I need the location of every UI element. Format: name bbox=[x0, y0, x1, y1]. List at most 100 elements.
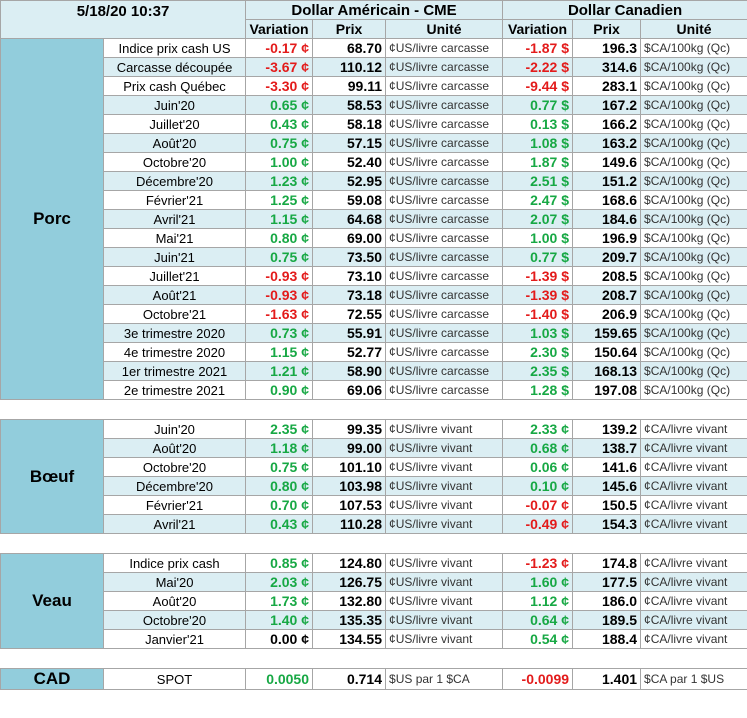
cell: 0.75 ¢ bbox=[245, 133, 314, 153]
data-row: Août'20 0.75 ¢ 57.15 ¢US/livre carcasse 1.08… bbox=[1, 133, 747, 153]
data-row: Juillet'21 -0.93 ¢ 73.10 ¢US/livre carcasse… bbox=[1, 266, 747, 286]
cell: ¢CA/livre vivant bbox=[640, 514, 747, 534]
usd-title: Dollar Américain - CME bbox=[245, 0, 504, 20]
section-label: Porc bbox=[0, 38, 104, 400]
cell: 73.50 bbox=[312, 247, 387, 267]
cell: 58.90 bbox=[312, 361, 387, 381]
header-row: Variation Prix Unité Variation Prix Unité bbox=[1, 19, 747, 39]
cell: ¢CA/livre vivant bbox=[640, 438, 747, 458]
cell: 1.15 ¢ bbox=[245, 342, 314, 362]
data-row: Veau Indice prix cash 0.85 ¢ 124.80 ¢US/livr… bbox=[0, 553, 747, 649]
row-label: Avril'21 bbox=[102, 209, 247, 229]
cell: ¢US/livre vivant bbox=[385, 591, 504, 611]
cell: 167.2 bbox=[572, 95, 642, 115]
cell: 69.06 bbox=[312, 380, 387, 400]
spacer-cell bbox=[0, 533, 747, 554]
data-row: Août'20 1.18 ¢ 99.00 ¢US/livre vivant 0.68 ¢… bbox=[1, 438, 747, 458]
cell: -1.23 ¢ bbox=[502, 553, 574, 573]
cell: 0.75 ¢ bbox=[245, 247, 314, 267]
cell: 2.35 $ bbox=[502, 361, 574, 381]
cell: 1.08 $ bbox=[502, 133, 574, 153]
cell: $CA/100kg (Qc) bbox=[640, 342, 747, 362]
data-row: Janvier'21 0.00 ¢ 134.55 ¢US/livre vivant 0.… bbox=[1, 629, 747, 649]
row-label: Juillet'20 bbox=[102, 114, 247, 134]
cell: $CA/100kg (Qc) bbox=[640, 285, 747, 305]
data-row: Décembre'20 0.80 ¢ 103.98 ¢US/livre vivant 0… bbox=[1, 476, 747, 496]
cell: 124.80 bbox=[312, 553, 387, 573]
spacer bbox=[0, 648, 747, 669]
cell: 196.9 bbox=[572, 228, 642, 248]
cell: 184.6 bbox=[572, 209, 642, 229]
cell: 149.6 bbox=[572, 152, 642, 172]
cell: 0.54 ¢ bbox=[502, 629, 574, 649]
cell: ¢US/livre carcasse bbox=[385, 133, 504, 153]
cell: ¢US/livre vivant bbox=[385, 572, 504, 592]
cell: 101.10 bbox=[312, 457, 387, 477]
cell: 99.00 bbox=[312, 438, 387, 458]
cell: 283.1 bbox=[572, 76, 642, 96]
cell: ¢US/livre carcasse bbox=[385, 38, 504, 58]
cell: $CA/100kg (Qc) bbox=[640, 228, 747, 248]
cell: $CA/100kg (Qc) bbox=[640, 190, 747, 210]
data-row: Avril'21 0.43 ¢ 110.28 ¢US/livre vivant -0.4… bbox=[1, 514, 747, 534]
price-table: 5/18/20 10:37 Dollar Américain - CME Dolla… bbox=[0, 0, 747, 690]
cell: 159.65 bbox=[572, 323, 642, 343]
row-label: Juin'20 bbox=[102, 419, 247, 439]
cell: 1.401 bbox=[572, 668, 642, 690]
cell: 110.28 bbox=[312, 514, 387, 534]
cell: $CA/100kg (Qc) bbox=[640, 152, 747, 172]
cell: $CA/100kg (Qc) bbox=[640, 380, 747, 400]
cell: 0.13 $ bbox=[502, 114, 574, 134]
cell: 110.12 bbox=[312, 57, 387, 77]
data-row: 4e trimestre 2020 1.15 ¢ 52.77 ¢US/livre ca… bbox=[1, 342, 747, 362]
spacer bbox=[0, 533, 747, 554]
cell: 0.80 ¢ bbox=[245, 228, 314, 248]
data-row: Août'21 -0.93 ¢ 73.18 ¢US/livre carcasse -1.… bbox=[1, 285, 747, 305]
cell: $CA/100kg (Qc) bbox=[640, 171, 747, 191]
cell: 2.07 $ bbox=[502, 209, 574, 229]
data-row: Février'21 0.70 ¢ 107.53 ¢US/livre vivant -0… bbox=[1, 495, 747, 515]
cell: 0.06 ¢ bbox=[502, 457, 574, 477]
row-label: Octobre'20 bbox=[102, 152, 247, 172]
cell: 68.70 bbox=[312, 38, 387, 58]
cell: 166.2 bbox=[572, 114, 642, 134]
cell: 0.90 ¢ bbox=[245, 380, 314, 400]
cell: -1.63 ¢ bbox=[245, 304, 314, 324]
cell: 1.18 ¢ bbox=[245, 438, 314, 458]
cell: 2.30 $ bbox=[502, 342, 574, 362]
cell: 1.25 ¢ bbox=[245, 190, 314, 210]
cell: 0.85 ¢ bbox=[245, 553, 314, 573]
header-row: 5/18/20 10:37 Dollar Américain - CME Dolla… bbox=[0, 0, 747, 39]
row-label: Août'21 bbox=[102, 285, 247, 305]
data-row: CAD SPOT 0.0050 0.714 $US par 1 $CA -0.0099 1.… bbox=[0, 668, 747, 690]
cell: -0.17 ¢ bbox=[245, 38, 314, 58]
cell: 57.15 bbox=[312, 133, 387, 153]
cell: 0.77 $ bbox=[502, 95, 574, 115]
row-label: Février'21 bbox=[102, 190, 247, 210]
cell: $US par 1 $CA bbox=[385, 668, 504, 690]
data-row: 2e trimestre 2021 0.90 ¢ 69.06 ¢US/livre ca… bbox=[1, 380, 747, 400]
cell: 1.28 $ bbox=[502, 380, 574, 400]
row-label: 3e trimestre 2020 bbox=[102, 323, 247, 343]
cell: ¢CA/livre vivant bbox=[640, 476, 747, 496]
cell: ¢US/livre carcasse bbox=[385, 304, 504, 324]
data-row: Février'21 1.25 ¢ 59.08 ¢US/livre carcasse 2… bbox=[1, 190, 747, 210]
cell: ¢CA/livre vivant bbox=[640, 457, 747, 477]
row-label: 2e trimestre 2021 bbox=[102, 380, 247, 400]
cell: ¢CA/livre vivant bbox=[640, 591, 747, 611]
cell: 206.9 bbox=[572, 304, 642, 324]
row-label: Août'20 bbox=[102, 438, 247, 458]
cell: 154.3 bbox=[572, 514, 642, 534]
cell: $CA/100kg (Qc) bbox=[640, 304, 747, 324]
cell: 99.35 bbox=[312, 419, 387, 439]
cell: ¢CA/livre vivant bbox=[640, 495, 747, 515]
cell: $CA/100kg (Qc) bbox=[640, 133, 747, 153]
cad-title: Dollar Canadien bbox=[502, 0, 747, 20]
cell: 208.7 bbox=[572, 285, 642, 305]
cell: 1.87 $ bbox=[502, 152, 574, 172]
data-row: Octobre'20 1.40 ¢ 135.35 ¢US/livre vivant 0.… bbox=[1, 610, 747, 630]
row-label: Prix cash Québec bbox=[102, 76, 247, 96]
cell: 134.55 bbox=[312, 629, 387, 649]
row-label: Février'21 bbox=[102, 495, 247, 515]
cell: ¢US/livre carcasse bbox=[385, 57, 504, 77]
